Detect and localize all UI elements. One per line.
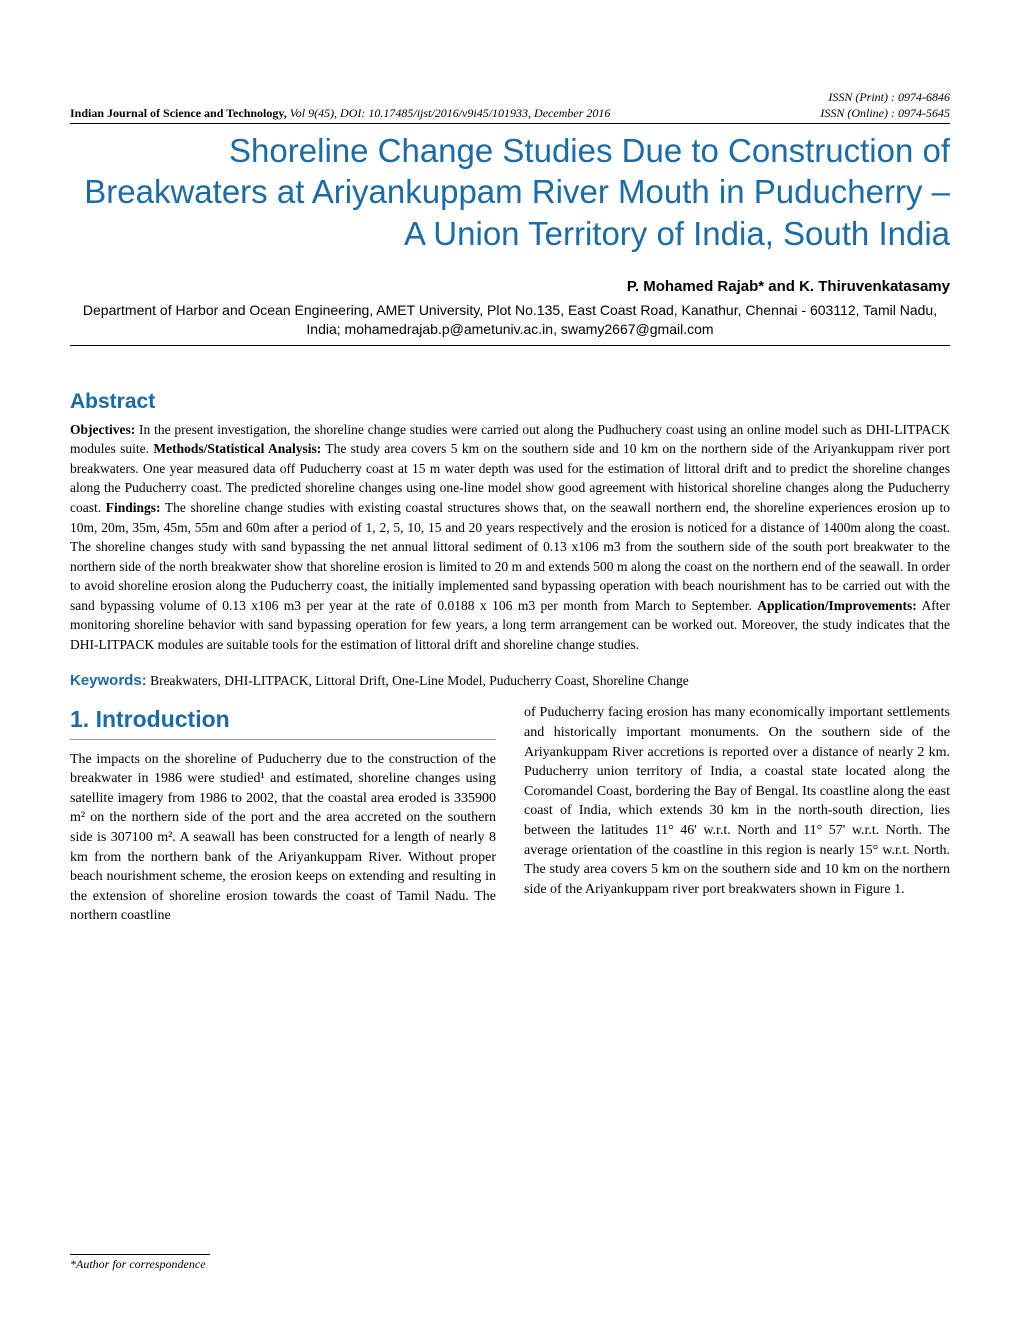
objectives-label: Objectives: (70, 422, 135, 437)
divider (70, 345, 950, 346)
intro-col1: The impacts on the shoreline of Puducher… (70, 750, 496, 926)
abstract-heading: Abstract (70, 390, 950, 414)
journal-name: Indian Journal of Science and Technology… (70, 106, 287, 120)
issn-print: ISSN (Print) : 0974-6846 (820, 90, 950, 106)
authors: P. Mohamed Rajab* and K. Thiruvenkatasam… (70, 278, 950, 295)
column-left: 1. Introduction The impacts on the shore… (70, 703, 496, 926)
affiliation: Department of Harbor and Ocean Engineeri… (70, 301, 950, 339)
findings-label: Findings: (106, 500, 161, 515)
issn-online: ISSN (Online) : 0974-5645 (820, 106, 950, 122)
article-title: Shoreline Change Studies Due to Construc… (70, 130, 950, 254)
column-right: of Puducherry facing erosion has many ec… (524, 703, 950, 926)
keywords-text: Breakwaters, DHI-LITPACK, Littoral Drift… (147, 673, 689, 688)
abstract-block: Abstract Objectives: In the present inve… (70, 390, 950, 655)
correspondence-note: *Author for correspondence (70, 1257, 206, 1271)
keywords-line: Keywords: Breakwaters, DHI-LITPACK, Litt… (70, 672, 950, 689)
footer-rule (70, 1254, 210, 1255)
keywords-label: Keywords: (70, 672, 147, 689)
application-label: Application/Improvements: (757, 598, 917, 613)
abstract-body: Objectives: In the present investigation… (70, 420, 950, 655)
findings-text: The shoreline change studies with existi… (70, 500, 950, 613)
body-columns: 1. Introduction The impacts on the shore… (70, 703, 950, 926)
volume-info: Vol 9(45), DOI: 10.17485/ijst/2016/v9i45… (290, 106, 611, 120)
methods-label: Methods/Statistical Analysis: (153, 441, 321, 456)
header-right: ISSN (Print) : 0974-6846 ISSN (Online) :… (820, 90, 950, 121)
section-heading-introduction: 1. Introduction (70, 703, 496, 739)
header-meta: Indian Journal of Science and Technology… (70, 90, 950, 124)
footer-note: *Author for correspondence (70, 1254, 210, 1272)
intro-col2: of Puducherry facing erosion has many ec… (524, 703, 950, 899)
header-left: Indian Journal of Science and Technology… (70, 106, 610, 121)
